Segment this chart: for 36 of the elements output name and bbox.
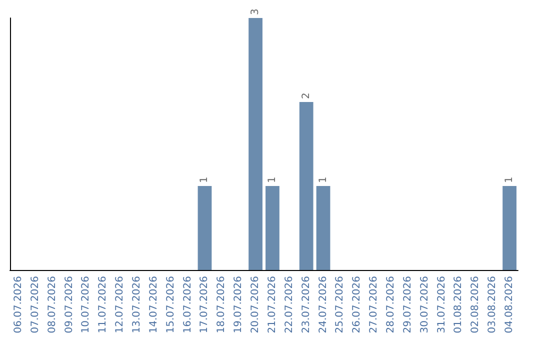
data-label: 1	[504, 176, 516, 183]
x-tick-label: 31.07.2026	[436, 276, 448, 334]
x-tick-label: 16.07.2026	[182, 276, 194, 334]
data-label: 1	[266, 176, 278, 183]
x-tick-label: 26.07.2026	[352, 276, 363, 334]
x-tick-label: 02.08.2026	[470, 276, 482, 334]
x-tick-label: 18.07.2026	[216, 276, 228, 334]
x-tick-label: 10.07.2026	[80, 276, 92, 334]
x-tick-label: 20.07.2026	[250, 276, 262, 334]
data-label: 1	[318, 176, 329, 183]
x-tick-label: 21.07.2026	[266, 276, 278, 334]
x-tick-label: 23.07.2026	[300, 276, 312, 334]
x-tick-label: 25.07.2026	[334, 276, 346, 334]
x-tick-label: 13.07.2026	[132, 276, 142, 334]
x-tick-label: 28.07.2026	[386, 276, 396, 334]
data-label: 1	[199, 176, 210, 183]
x-tick-label: 12.07.2026	[114, 276, 126, 334]
x-tick-label: 29.07.2026	[402, 276, 414, 334]
x-tick-label: 22.07.2026	[284, 276, 295, 334]
x-tick-label: 08.07.2026	[46, 276, 58, 334]
x-tick-label: 17.07.2026	[199, 276, 210, 334]
data-label: 2	[300, 92, 312, 99]
x-tick-label: 19.07.2026	[233, 276, 244, 334]
x-tick-label: 09.07.2026	[64, 276, 75, 334]
x-tick-label: 30.07.2026	[419, 276, 430, 334]
x-tick-label: 27.07.2026	[368, 276, 380, 334]
x-tick-label: 06.07.2026	[12, 276, 24, 334]
x-tick-label: 03.08.2026	[487, 276, 498, 334]
x-tick-label: 24.07.2026	[318, 276, 329, 334]
x-tick-label: 01.08.2026	[453, 276, 464, 334]
x-tick-label: 04.08.2026	[504, 276, 516, 334]
x-tick-label: 14.07.2026	[148, 276, 160, 334]
x-tick-label: 15.07.2026	[165, 276, 176, 334]
x-tick-label: 11.07.2026	[98, 276, 109, 334]
x-tick-label: 07.07.2026	[30, 276, 41, 334]
data-label: 3	[250, 8, 262, 15]
